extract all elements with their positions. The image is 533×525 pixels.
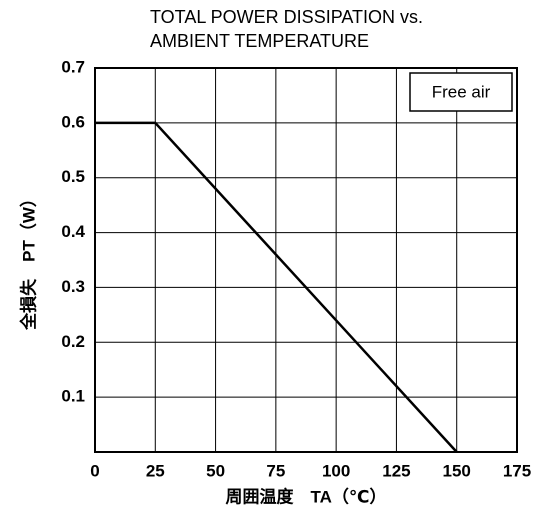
x-tick-label: 175	[503, 461, 531, 480]
data-line	[95, 121, 458, 453]
x-axis-label: 周囲温度 TA（℃）	[226, 486, 387, 506]
y-tick-label: 0.3	[61, 277, 85, 296]
y-axis-label: 全損失 PT（W）	[18, 190, 38, 331]
x-tick-label: 100	[322, 461, 350, 480]
y-tick-label: 0.6	[61, 112, 85, 131]
x-tick-label: 75	[266, 461, 285, 480]
y-tick-label: 0.5	[61, 167, 85, 186]
annotation-box	[409, 72, 513, 112]
y-tick-label: 0.2	[61, 332, 85, 351]
chart-title: TOTAL POWER DISSIPATION vs.	[150, 7, 423, 27]
annotation: Free air	[432, 82, 491, 101]
x-tick-label: 150	[443, 461, 471, 480]
y-tick-label: 0.7	[61, 57, 85, 76]
y-tick-label: 0.4	[61, 222, 85, 241]
x-tick-label: 25	[146, 461, 165, 480]
x-tick-label: 125	[382, 461, 410, 480]
chart-title: AMBIENT TEMPERATURE	[150, 31, 369, 51]
y-tick-label: 0.1	[61, 387, 85, 406]
x-tick-label: 50	[206, 461, 225, 480]
plot-frame	[94, 67, 518, 453]
x-tick-label: 0	[90, 461, 99, 480]
